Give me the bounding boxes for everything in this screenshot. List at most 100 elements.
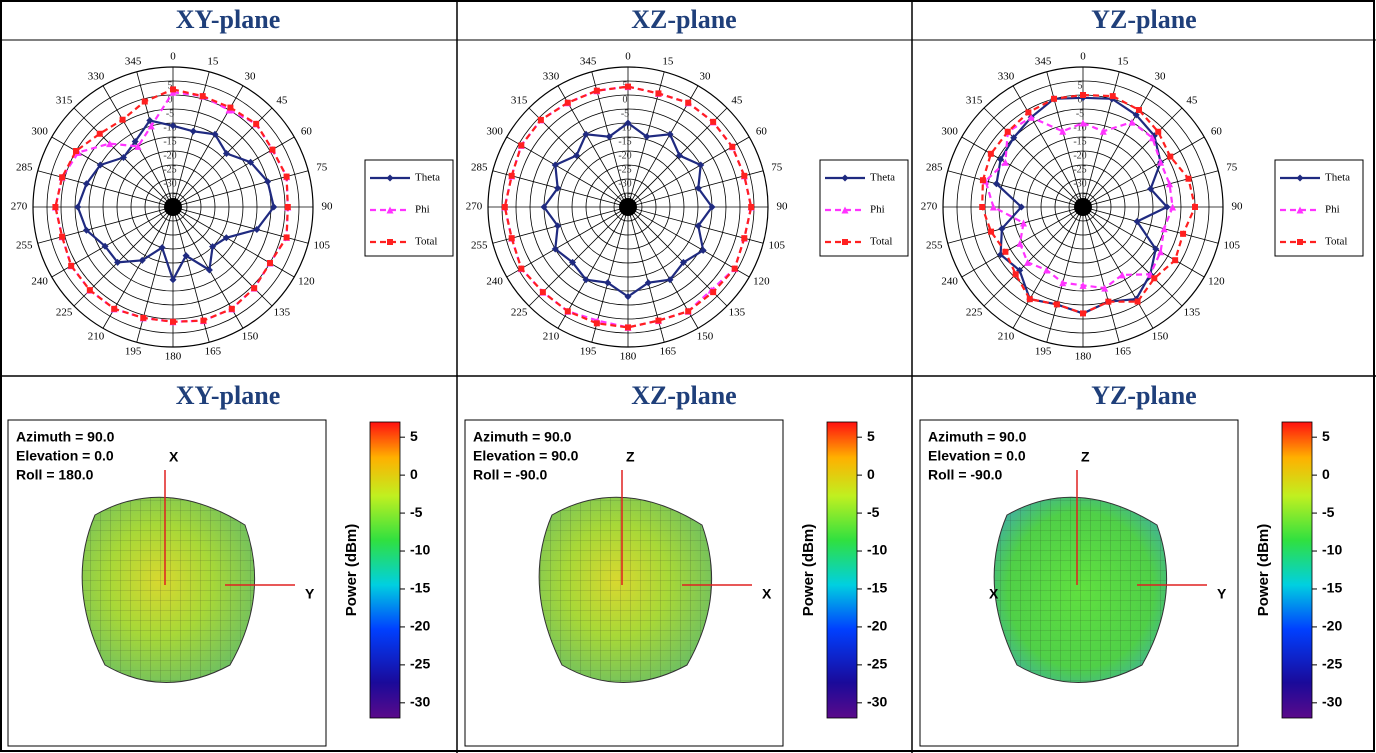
angle-label: 285 <box>471 162 488 174</box>
marker <box>518 142 525 149</box>
marker <box>1105 298 1112 305</box>
marker <box>1019 219 1027 227</box>
marker <box>1133 217 1141 225</box>
marker <box>564 308 571 315</box>
marker <box>1134 298 1141 305</box>
r-tick-label: -25 <box>1073 164 1086 175</box>
axis-label: Z <box>626 449 635 465</box>
axis-label: X <box>989 586 999 602</box>
marker <box>1053 301 1060 308</box>
angle-label: 285 <box>926 162 943 174</box>
angle-label: 0 <box>1080 51 1086 63</box>
angle-label: 255 <box>926 239 943 251</box>
angle-label: 300 <box>941 126 958 138</box>
marker <box>227 104 234 111</box>
r-tick-label: -15 <box>618 136 631 147</box>
colorbar-tick-label: -10 <box>1322 542 1342 558</box>
marker <box>1024 258 1032 266</box>
marker <box>141 98 148 105</box>
marker <box>1059 127 1067 135</box>
angle-label: 270 <box>11 201 28 213</box>
marker <box>386 206 394 214</box>
spoke <box>136 71 174 208</box>
axis-label: X <box>169 449 179 465</box>
marker <box>266 260 273 266</box>
marker <box>1017 203 1025 211</box>
marker <box>1002 248 1009 255</box>
marker <box>1109 93 1116 100</box>
marker <box>979 177 986 184</box>
angle-label: 225 <box>511 307 528 319</box>
angle-label: 270 <box>921 201 938 213</box>
angle-label: 0 <box>170 51 176 63</box>
annotation: Roll = -90.0 <box>928 467 1003 483</box>
colorbar-tick-label: -25 <box>867 656 887 672</box>
r-tick-label: 0 <box>168 94 173 105</box>
marker <box>604 279 612 287</box>
marker <box>1132 111 1140 119</box>
marker <box>1012 271 1019 278</box>
r-tick-label: -10 <box>618 122 631 133</box>
marker <box>73 148 80 154</box>
marker <box>988 228 995 235</box>
marker <box>283 173 290 180</box>
spoke <box>37 170 174 208</box>
spoke <box>983 206 1084 307</box>
colorbar-tick-label: -15 <box>867 580 887 596</box>
angle-label: 45 <box>1186 94 1198 106</box>
marker <box>841 174 849 182</box>
marker <box>554 222 562 230</box>
angle-label: 240 <box>941 276 958 288</box>
marker <box>1185 175 1192 182</box>
marker <box>699 246 707 254</box>
marker <box>101 242 109 250</box>
marker <box>147 122 155 130</box>
angle-label: 195 <box>125 345 142 357</box>
marker <box>253 120 260 127</box>
marker <box>1026 296 1033 303</box>
marker <box>131 138 139 146</box>
marker <box>169 122 177 130</box>
angle-label: 285 <box>16 162 33 174</box>
axis-label: Y <box>305 586 315 602</box>
chart-title: YZ-plane <box>1091 381 1196 410</box>
r-tick-label: -35 <box>618 192 631 203</box>
angle-label: 180 <box>620 351 637 363</box>
spoke <box>1012 85 1084 208</box>
marker <box>1118 271 1126 279</box>
angle-label: 150 <box>697 330 714 342</box>
legend-label: Phi <box>1325 204 1340 216</box>
legend-label: Total <box>1325 236 1347 248</box>
spoke <box>51 136 174 208</box>
legend-box <box>819 159 909 257</box>
marker <box>593 320 600 327</box>
marker <box>666 276 674 284</box>
r-tick-label: -15 <box>1073 136 1086 147</box>
center <box>1074 198 1092 216</box>
angle-label: 345 <box>580 56 597 68</box>
marker <box>1180 230 1187 237</box>
angle-label: 120 <box>753 276 770 288</box>
marker <box>1166 180 1174 188</box>
marker <box>1101 284 1109 292</box>
axis-label: X <box>762 586 772 602</box>
angle-label: 75 <box>1226 162 1238 174</box>
marker <box>106 140 114 148</box>
annotation: Azimuth = 90.0 <box>473 429 572 445</box>
annotation: Azimuth = 90.0 <box>16 429 115 445</box>
pattern-mesh <box>82 497 255 683</box>
angle-label: 345 <box>125 56 142 68</box>
legend-label: Phi <box>415 204 430 216</box>
angle-label: 15 <box>207 56 219 68</box>
colorbar-tick-label: -10 <box>867 542 887 558</box>
marker <box>501 204 508 210</box>
spoke <box>1046 71 1084 208</box>
chart-title: XY-plane <box>176 5 281 34</box>
r-tick-label: -30 <box>1073 178 1086 189</box>
angle-label: 315 <box>56 94 73 106</box>
spoke <box>172 206 295 278</box>
colorbar-tick-label: -30 <box>1322 694 1342 710</box>
marker <box>283 234 290 241</box>
spoke <box>136 206 174 343</box>
